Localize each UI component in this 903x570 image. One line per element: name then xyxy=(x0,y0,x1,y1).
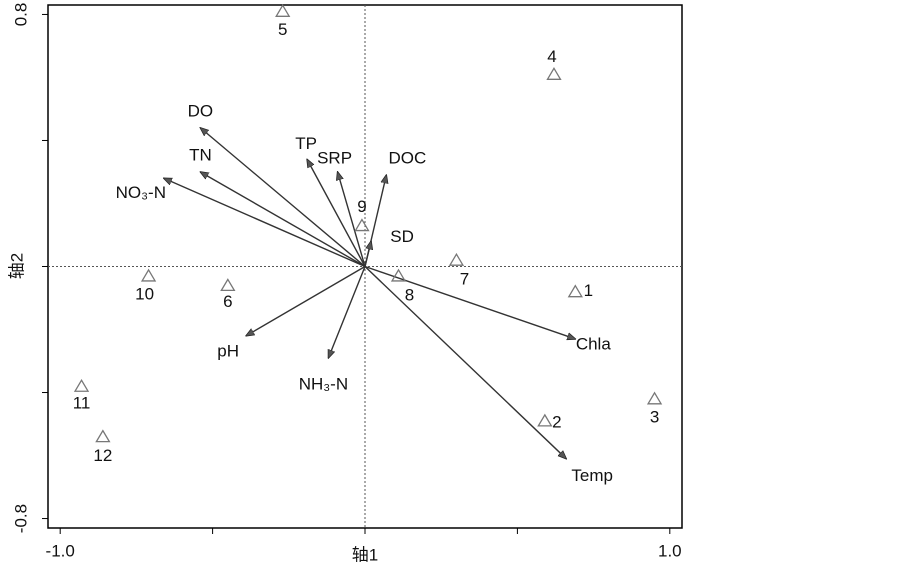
site-label: 7 xyxy=(460,270,469,289)
arrow xyxy=(364,265,566,459)
site-marker xyxy=(537,413,553,427)
site-label: 10 xyxy=(135,284,154,303)
arrow xyxy=(364,241,371,267)
site-marker xyxy=(448,252,465,266)
site-marker xyxy=(220,278,236,292)
arrow-label: SRP xyxy=(317,148,352,167)
site-label: 9 xyxy=(357,197,366,216)
arrow xyxy=(164,178,366,268)
site-marker xyxy=(646,391,663,405)
y-tick-label: -0.8 xyxy=(11,504,30,533)
arrow xyxy=(328,266,366,358)
arrow-label: DOC xyxy=(388,149,426,168)
site-label: 5 xyxy=(278,20,287,39)
arrow xyxy=(200,172,366,268)
site-label: 6 xyxy=(223,292,232,311)
site-label: 4 xyxy=(547,47,556,66)
arrow-label: DO xyxy=(188,101,214,120)
site-label: 12 xyxy=(93,446,112,465)
arrow xyxy=(338,172,366,267)
y-tick-label: 0.8 xyxy=(11,3,30,27)
site-label: 2 xyxy=(552,412,561,431)
arrow xyxy=(307,159,366,267)
site-marker xyxy=(546,67,562,80)
arrow-label: NH₃-N xyxy=(299,374,348,393)
x-axis-label: 轴1 xyxy=(352,545,378,564)
site-marker xyxy=(140,268,157,282)
arrow xyxy=(200,128,366,268)
site-label: 8 xyxy=(405,285,414,304)
x-tick-label: -1.0 xyxy=(46,541,75,560)
arrow-label: SD xyxy=(390,227,414,246)
site-marker xyxy=(95,429,111,443)
arrow-label: pH xyxy=(217,341,239,360)
arrow-label: Temp xyxy=(571,466,613,485)
arrow xyxy=(246,265,366,336)
arrow-label: Chla xyxy=(576,334,612,353)
arrow-label: TP xyxy=(295,134,317,153)
site-label: 11 xyxy=(73,394,91,413)
arrow-label: NO₃-N xyxy=(116,183,166,202)
site-marker xyxy=(567,284,583,298)
site-marker xyxy=(354,218,370,232)
x-tick-label: 1.0 xyxy=(658,541,682,560)
y-axis-label: 轴2 xyxy=(7,253,26,279)
site-label: 1 xyxy=(584,281,593,300)
site-marker xyxy=(73,378,90,392)
arrow-label: TN xyxy=(189,145,212,164)
site-marker xyxy=(275,4,291,17)
site-label: 3 xyxy=(650,407,659,426)
site-marker xyxy=(390,268,407,282)
arrow xyxy=(364,265,575,339)
